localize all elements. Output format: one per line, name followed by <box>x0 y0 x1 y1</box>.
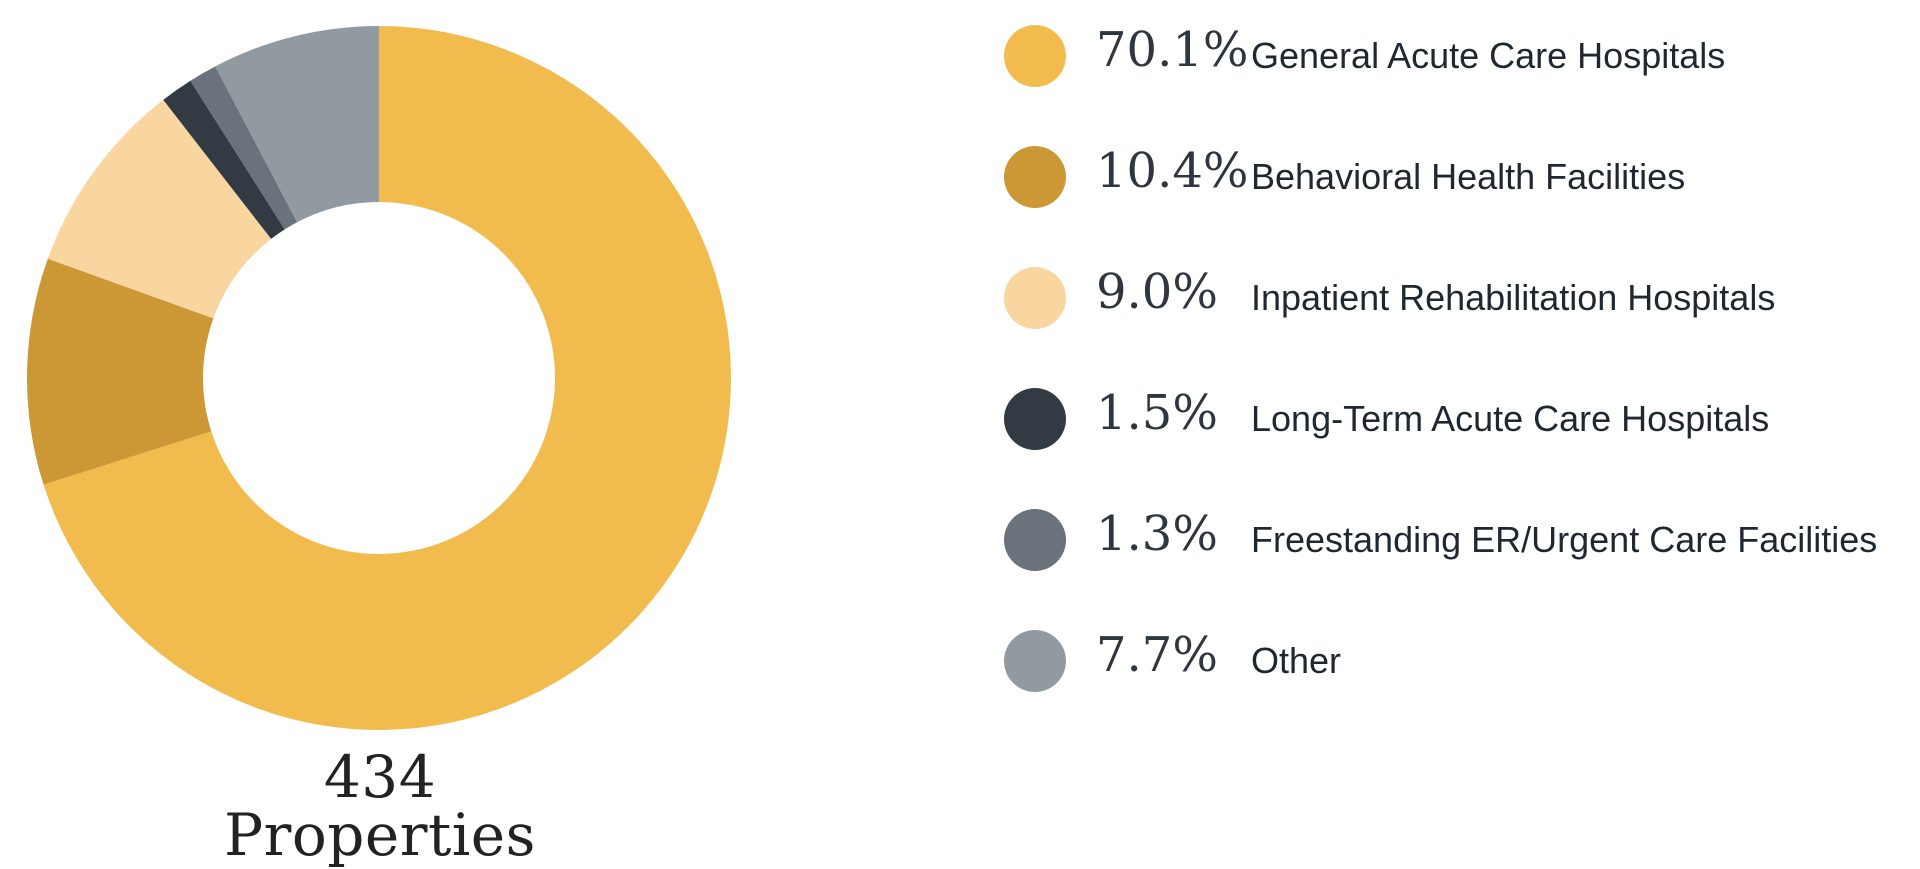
slice-inpatient-rehabilitation <box>47 99 272 319</box>
slice-behavioral-health <box>26 258 214 485</box>
legend-swatch <box>1004 630 1066 692</box>
legend-swatch <box>1004 388 1066 450</box>
legend-swatch <box>1004 146 1066 208</box>
legend-value: 9.0% <box>1096 264 1218 320</box>
legend-label: Behavioral Health Facilities <box>1251 156 1686 197</box>
slice-other <box>215 26 379 223</box>
legend-label: Long-Term Acute Care Hospitals <box>1251 398 1770 439</box>
slice-freestanding-er <box>190 66 298 230</box>
legend-value: 7.7% <box>1096 627 1218 683</box>
legend-label: Other <box>1251 640 1342 681</box>
legend-label: General Acute Care Hospitals <box>1251 35 1726 76</box>
legend-value: 10.4% <box>1096 143 1249 199</box>
slice-general-acute-care <box>43 26 732 731</box>
legend-swatch <box>1004 509 1066 571</box>
legend-item-long-term-acute-care: 1.5% Long-Term Acute Care Hospitals <box>1004 385 1770 451</box>
legend-label: Inpatient Rehabilitation Hospitals <box>1251 277 1776 318</box>
legend-label: Freestanding ER/Urgent Care Facilities <box>1251 519 1878 560</box>
legend-value: 1.3% <box>1096 506 1218 562</box>
legend-item-other: 7.7% Other <box>1004 627 1342 693</box>
legend-value: 1.5% <box>1096 385 1218 441</box>
legend-item-general-acute-care: 70.1% General Acute Care Hospitals <box>1004 22 1726 88</box>
total-properties-label: 434 Properties <box>224 743 536 869</box>
legend-item-behavioral-health: 10.4% Behavioral Health Facilities <box>1004 143 1686 209</box>
legend-swatch <box>1004 25 1066 87</box>
slice-long-term-acute-care <box>163 80 285 239</box>
legend-item-inpatient-rehabilitation: 9.0% Inpatient Rehabilitation Hospitals <box>1004 264 1776 330</box>
donut-chart <box>26 26 732 731</box>
legend-item-freestanding-er: 1.3% Freestanding ER/Urgent Care Facilit… <box>1004 506 1878 572</box>
legend-value: 70.1% <box>1096 22 1249 78</box>
legend-swatch <box>1004 267 1066 329</box>
